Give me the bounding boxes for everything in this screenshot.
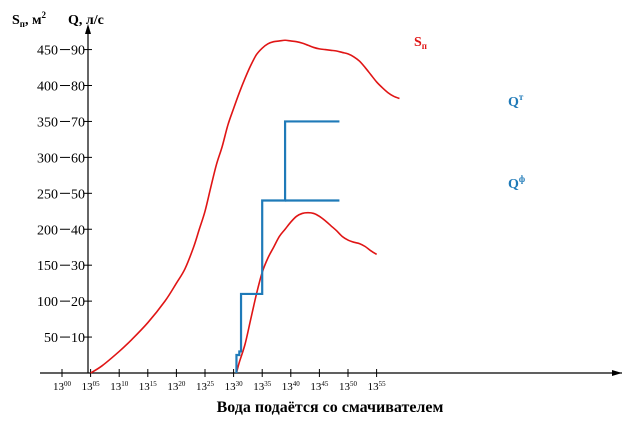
x-tick-label: 1310 <box>110 380 129 393</box>
series-line-s1 <box>90 39 400 374</box>
x-tick-label: 1340 <box>282 380 301 393</box>
series-line-s2 <box>235 211 378 374</box>
right-tick-label: 50 <box>71 187 85 202</box>
right-tick-label: 80 <box>71 80 85 95</box>
left-tick-label: 450 <box>37 44 58 59</box>
x-tick-label: 1335 <box>253 380 272 393</box>
x-axis-title: Вода подаётся со смачивателем <box>217 399 444 416</box>
series-label-q-f: Qф <box>508 174 525 192</box>
left-tick-label: 300 <box>37 151 58 166</box>
series-label-q-t: Qт <box>508 92 524 110</box>
left-tick-label: 350 <box>37 115 58 130</box>
left-axis-title: Sп, м2 <box>12 10 47 29</box>
series-label-s: Sп <box>414 35 427 51</box>
x-tick-label: 1320 <box>167 380 186 393</box>
series-layer <box>90 39 400 374</box>
left-tick-label: 100 <box>37 295 58 310</box>
series-line-q1 <box>235 120 340 373</box>
left-tick-label: 250 <box>37 187 58 202</box>
right-tick-label: 40 <box>71 223 85 238</box>
x-tick-label: 1315 <box>139 380 158 393</box>
x-tick-label: 1345 <box>310 380 329 393</box>
x-tick-label: 1350 <box>339 380 358 393</box>
x-axis-arrow <box>612 370 622 376</box>
left-tick-label: 150 <box>37 259 58 274</box>
axes-layer <box>40 24 622 377</box>
x-tick-label: 1325 <box>196 380 215 393</box>
right-tick-label: 90 <box>71 44 85 59</box>
right-tick-label: 60 <box>71 151 85 166</box>
x-tick-label: 1300 <box>53 380 72 393</box>
left-tick-label: 50 <box>44 331 58 346</box>
x-tick-label: 1305 <box>82 380 101 393</box>
left-tick-label: 400 <box>37 80 58 95</box>
x-tick-label: 1330 <box>225 380 244 393</box>
right-tick-label: 20 <box>71 295 85 310</box>
left-tick-label: 200 <box>37 223 58 238</box>
labels-layer: 50 100 150 200 250 300 350 400 450 10 20 30 40 50 60 70… <box>37 35 525 393</box>
right-tick-label: 30 <box>71 259 85 274</box>
right-axis-title: Q, л/с <box>68 13 104 28</box>
right-tick-label: 70 <box>71 115 85 130</box>
right-tick-label: 10 <box>71 331 85 346</box>
y-axis-arrow <box>85 24 91 34</box>
x-tick-label: 1355 <box>368 380 387 393</box>
